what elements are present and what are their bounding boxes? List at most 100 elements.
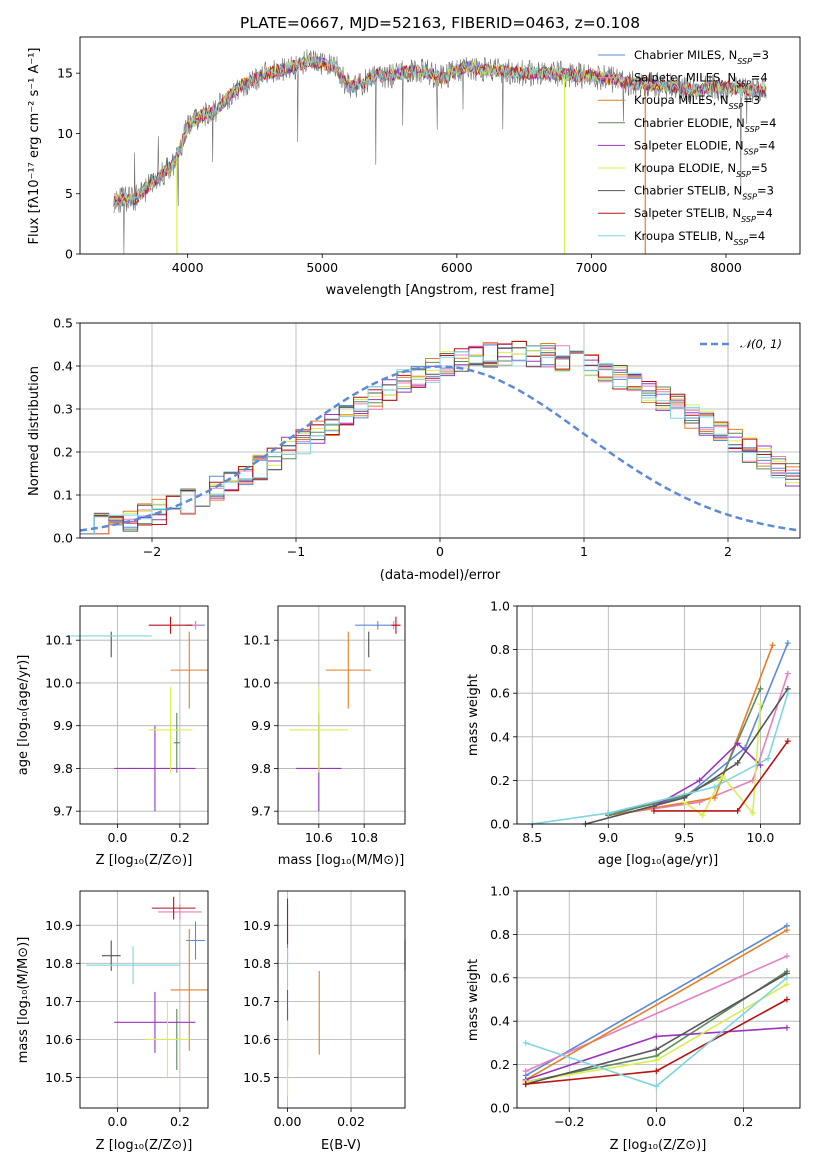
y-tick-label: 9.8 <box>251 761 271 776</box>
weight-point-kroupa-elodie <box>783 981 790 988</box>
y-tick-label: 0.2 <box>53 445 73 460</box>
y-tick-label: 15 <box>57 66 73 81</box>
y-tick-label: 9.7 <box>251 804 271 819</box>
normal-curve <box>79 365 801 532</box>
weight-vs-Z-x-label: Z [log₁₀(Z/Z⊙)] <box>610 1138 707 1153</box>
spectrum-legend: Chabrier MILES, NSSP=3 Salpeter MILES, NS… <box>598 48 776 246</box>
legend-label-kroupa-miles: Kroupa MILES, NSSP=3 <box>634 93 760 111</box>
weight-point-kroupa-elodie <box>653 1057 660 1064</box>
legend-label-salpeter-stelib: Salpeter STELIB, NSSP=4 <box>634 206 773 224</box>
weight-point-kroupa-stelib <box>653 1083 660 1090</box>
weight-point-chabrier-stelib <box>681 794 688 801</box>
x-tick-label: 0.0 <box>646 1114 666 1129</box>
weight-point-chabrier-miles <box>784 640 791 647</box>
x-tick-label: 2 <box>724 544 732 559</box>
errorbar-chabrier-elodie <box>173 712 180 773</box>
weight-line-chabrier-stelib <box>585 688 789 825</box>
errorbar-kroupa-miles <box>170 929 208 1051</box>
weight-point-salpeter-stelib <box>522 1081 529 1088</box>
y-tick-label: 0.6 <box>490 970 510 985</box>
x-tick-label: 7000 <box>575 260 607 275</box>
weight-point-kroupa-elodie <box>757 701 764 708</box>
x-tick-label: 5000 <box>306 260 338 275</box>
weight-point-chabrier-stelib <box>653 1046 660 1053</box>
y-tick-label: 1.0 <box>490 599 510 614</box>
y-tick-label: 10.7 <box>243 994 271 1009</box>
y-tick-label: 9.7 <box>53 804 73 819</box>
x-tick-label: 10.6 <box>305 830 333 845</box>
weight-point-salpeter-stelib <box>783 996 790 1003</box>
y-tick-label: 0.0 <box>490 1101 510 1116</box>
errorbar-salpeter-elodie <box>114 991 196 1053</box>
x-tick-label: 9.5 <box>674 830 694 845</box>
errorbar-kroupa-miles <box>325 631 371 709</box>
spectrum-kroupa-stelib <box>113 55 767 208</box>
y-tick-label: 0.5 <box>53 316 73 331</box>
y-tick-label: 10.6 <box>243 1032 271 1047</box>
weight-point-kroupa-elodie <box>719 773 726 780</box>
y-tick-label: 0.4 <box>490 1014 510 1029</box>
y-tick-label: 9.9 <box>251 718 271 733</box>
weight-vs-age-y-label: mass weight <box>466 674 481 756</box>
y-tick-label: 10.9 <box>243 918 271 933</box>
age-vs-mass-x-label: mass [log₁₀(M/M⊙)] <box>278 853 405 868</box>
weight-point-kroupa-stelib <box>522 1039 529 1046</box>
weight-vs-age-frame <box>516 605 801 825</box>
legend-label-kroupa-elodie: Kroupa ELODIE, NSSP=5 <box>634 161 768 179</box>
weight-point-salpeter-miles <box>784 670 791 677</box>
mass-vs-Z-frame <box>79 890 209 1109</box>
weight-point-salpeter-stelib <box>650 807 657 814</box>
weight-point-salpeter-stelib <box>653 1068 660 1075</box>
weight-point-salpeter-miles <box>522 1068 529 1075</box>
y-tick-label: 0.8 <box>490 927 510 942</box>
errorbar-salpeter-stelib <box>148 616 193 634</box>
x-tick-label: 0.00 <box>274 1114 302 1129</box>
x-tick-label: −1 <box>287 544 305 559</box>
y-tick-label: 10 <box>57 126 73 141</box>
x-tick-label: 6000 <box>441 260 473 275</box>
y-tick-label: 0.6 <box>490 686 510 701</box>
x-tick-label: −2 <box>143 544 161 559</box>
mass-vs-Z-x-label: Z [log₁₀(Z/Z⊙)] <box>96 1138 193 1153</box>
y-tick-label: 0.2 <box>490 1057 510 1072</box>
age-vs-Z-frame <box>79 605 209 825</box>
x-tick-label: 10.8 <box>350 830 378 845</box>
x-tick-label: 0 <box>436 544 444 559</box>
x-tick-label: 1 <box>580 544 588 559</box>
age-vs-Z-x-label: Z [log₁₀(Z/Z⊙)] <box>96 853 193 868</box>
errorbar-kroupa-stelib <box>86 946 180 985</box>
mass-vs-EBV-panel: 0.00 0.02 10.5 10.6 10.7 10.8 10.9 E(B-V) <box>243 890 406 1153</box>
weight-point-kroupa-stelib <box>605 810 612 817</box>
weight-point-kroupa-miles <box>769 642 776 649</box>
y-tick-label: 10.9 <box>45 918 73 933</box>
spectrum-salpeter-stelib <box>113 56 767 207</box>
legend-label-chabrier-stelib: Chabrier STELIB, NSSP=3 <box>634 184 774 202</box>
weight-point-kroupa-miles <box>783 927 790 934</box>
errorbar-kroupa-elodie <box>148 687 193 773</box>
legend-label-salpeter-elodie: Salpeter ELODIE, NSSP=4 <box>634 138 775 156</box>
errorbar-kroupa-elodie <box>145 1001 190 1078</box>
weight-point-salpeter-miles <box>783 953 790 960</box>
weight-point-kroupa-stelib <box>711 783 718 790</box>
weight-point-salpeter-stelib <box>734 807 741 814</box>
weight-point-kroupa-stelib <box>765 755 772 762</box>
errorbar-salpeter-stelib <box>151 896 196 920</box>
y-tick-label: 10.8 <box>243 956 271 971</box>
spectrum-frame <box>79 36 801 255</box>
errorbar-kroupa-miles <box>170 631 208 709</box>
y-tick-label: 0.1 <box>53 488 73 503</box>
weight-point-chabrier-elodie <box>757 685 764 692</box>
weight-point-salpeter-stelib <box>784 738 791 745</box>
errorbar-salpeter-stelib <box>391 616 401 634</box>
age-vs-mass-panel: 10.6 10.8 9.7 9.8 9.9 10.0 10.1 mass [log₁₀(M/… <box>243 605 406 868</box>
legend-label-kroupa-stelib: Kroupa STELIB, NSSP=4 <box>634 229 765 247</box>
weight-point-kroupa-stelib <box>783 974 790 981</box>
x-tick-label: 4000 <box>172 260 204 275</box>
errorbar-kroupa-elodie <box>289 687 349 773</box>
y-tick-label: 0.0 <box>53 531 73 546</box>
weight-point-salpeter-elodie <box>734 740 741 747</box>
weight-vs-Z-panel: −0.2 0.0 0.2 0.0 0.2 0.4 0.6 0.8 1.0 Z [log₁₀(Z/… <box>466 884 801 1153</box>
mass-vs-EBV-frame <box>277 890 406 1109</box>
x-tick-label: 10.0 <box>747 830 775 845</box>
legend-label-salpeter-miles: Salpeter MILES, NSSP=4 <box>634 71 768 89</box>
